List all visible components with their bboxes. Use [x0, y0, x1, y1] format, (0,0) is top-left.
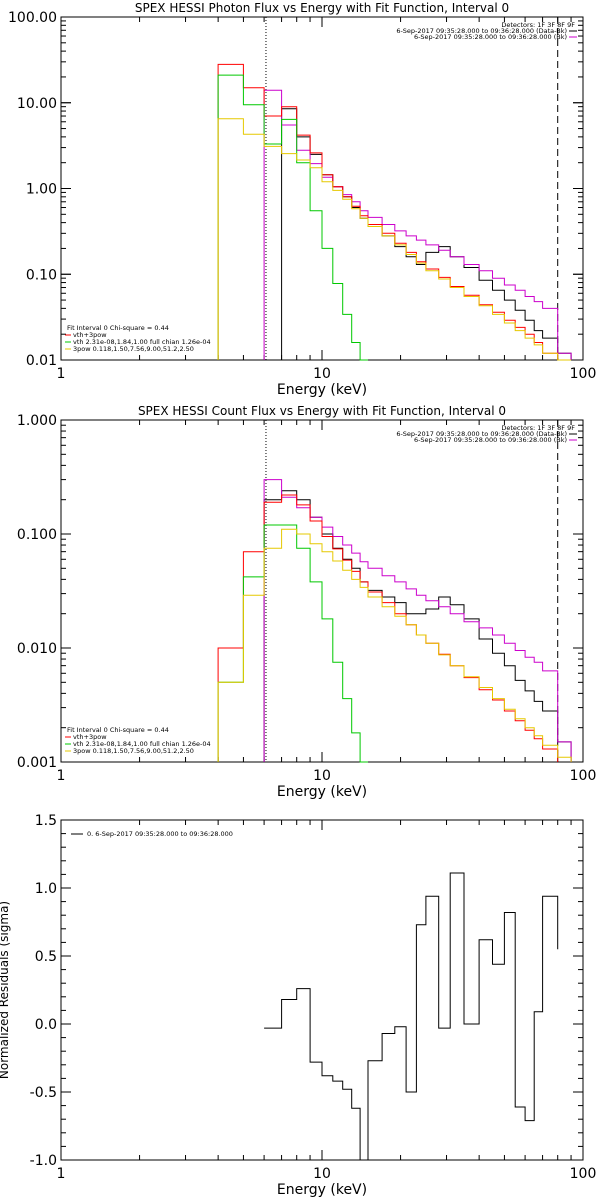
legend-entry: Fit Interval 0 Chi-square = 0.44	[67, 726, 169, 734]
legend-entry: 3pow 0.118,1.50,7.56,9.00,51.2,2.50	[73, 345, 194, 353]
legend-entry: vth+3pow	[73, 331, 107, 339]
x-axis-label: Energy (keV)	[277, 1182, 367, 1198]
series-line	[217, 528, 572, 762]
plot-frame	[60, 819, 584, 1161]
legend-entry: Detectors: 1F 3F 8F 9F	[501, 424, 575, 432]
x-tick-label: 10	[313, 1166, 331, 1182]
y-tick-label: 1.5	[35, 813, 57, 829]
y-tick-label: -0.5	[30, 1085, 57, 1101]
x-tick-label: 100	[570, 366, 597, 382]
chart-resid: 1 10 100 -1.0 -0.5 0.0 0.5 1.0 1.5 Energy (keV) No…	[0, 813, 596, 1198]
legend-entry: 6-Sep-2017 09:35:28.000 to 09:36:28.000 …	[396, 27, 567, 35]
series-line	[217, 118, 572, 361]
legend-entry: Fit Interval 0 Chi-square = 0.44	[67, 324, 169, 332]
series-line	[217, 524, 368, 763]
series-line	[217, 494, 559, 762]
legend-entry: 6-Sep-2017 09:35:28.000 to 09:36:28.000 …	[414, 33, 567, 41]
legend-entry: Detectors: 1F 3F 8F 9F	[501, 21, 575, 29]
plot-frame	[60, 16, 584, 361]
legend-entry: 0. 6-Sep-2017 09:35:28.000 to 09:36:28.0…	[87, 830, 233, 838]
y-tick-label: 100.00	[8, 10, 57, 26]
y-tick-label: 1.00	[26, 182, 57, 198]
series-line	[217, 63, 559, 360]
y-tick-label: 10.00	[17, 96, 57, 112]
y-tick-label: 0.010	[17, 641, 57, 657]
y-tick-label: -1.0	[30, 1153, 57, 1169]
legend-entry: vth 2.31e-08,1.84,1.00 full chian 1.26e-…	[73, 338, 211, 346]
y-axis-label: Normalized Residuals (sigma)	[0, 901, 11, 1079]
x-tick-label: 10	[313, 768, 331, 784]
legend-entry: vth+3pow	[73, 733, 107, 741]
x-tick-label: 1	[57, 768, 66, 784]
chart-title: SPEX HESSI Count Flux vs Energy with Fit…	[138, 404, 506, 418]
chart-photon: SPEX HESSI Photon Flux vs Energy with Fi…	[8, 1, 596, 398]
series-line	[281, 108, 572, 360]
series-line	[217, 74, 368, 361]
x-tick-label: 100	[570, 1166, 597, 1182]
y-tick-label: 0.5	[35, 949, 57, 965]
chart-title: SPEX HESSI Photon Flux vs Energy with Fi…	[135, 1, 509, 15]
legend-entry: 6-Sep-2017 09:35:28.000 to 09:36:28.000 …	[414, 436, 567, 444]
legend-entry: 6-Sep-2017 09:35:28.000 to 09:36:28.000 …	[396, 430, 567, 438]
x-axis-label: Energy (keV)	[277, 784, 367, 800]
x-tick-label: 10	[313, 366, 331, 382]
y-tick-label: 0.01	[26, 353, 57, 369]
series-line	[264, 872, 559, 1161]
x-axis-label: Energy (keV)	[277, 382, 367, 398]
y-tick-label: 1.0	[35, 881, 57, 897]
y-tick-label: 1.000	[17, 413, 57, 429]
legend-entry: vth 2.31e-08,1.84,1.00 full chian 1.26e-…	[73, 740, 211, 748]
x-tick-label: 1	[57, 366, 66, 382]
y-tick-label: 0.001	[17, 755, 57, 771]
chart-count: SPEX HESSI Count Flux vs Energy with Fit…	[17, 404, 596, 800]
x-tick-label: 1	[57, 1166, 66, 1182]
y-tick-label: 0.10	[26, 267, 57, 283]
y-tick-label: 0.100	[17, 527, 57, 543]
legend-entry: 3pow 0.118,1.50,7.56,9.00,51.2,2.50	[73, 747, 194, 755]
x-tick-label: 100	[570, 768, 597, 784]
y-tick-label: 0.0	[35, 1017, 57, 1033]
